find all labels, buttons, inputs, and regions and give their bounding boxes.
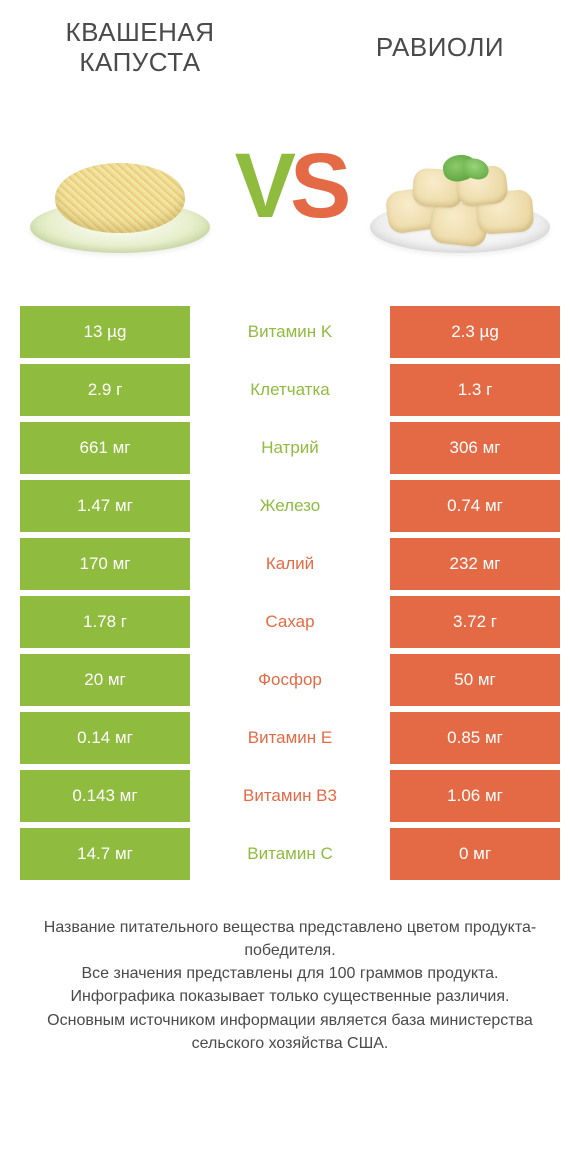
value-left: 661 мг [20,422,190,474]
value-right: 0.74 мг [390,480,560,532]
nutrient-name: Железо [190,480,390,532]
table-row: 20 мгФосфор50 мг [20,654,560,706]
title-row: КВАШЕНАЯ КАПУСТА РАВИОЛИ [20,18,560,78]
comparison-table: 13 µgВитамин K2.3 µg 2.9 гКлетчатка1.3 г 6… [20,306,560,880]
title-right: РАВИОЛИ [320,33,560,63]
sauerkraut-icon [55,163,185,233]
value-right: 306 мг [390,422,560,474]
ravioli-icon [385,161,535,241]
footnote-line: Основным источником информации является … [26,1009,554,1055]
table-row: 14.7 мгВитамин C0 мг [20,828,560,880]
vs-v: V [235,135,290,237]
nutrient-name: Витамин B3 [190,770,390,822]
value-left: 13 µg [20,306,190,358]
value-right: 50 мг [390,654,560,706]
nutrient-name: Клетчатка [190,364,390,416]
table-row: 0.143 мгВитамин B31.06 мг [20,770,560,822]
value-right: 232 мг [390,538,560,590]
value-left: 0.143 мг [20,770,190,822]
footnote-line: Все значения представлены для 100 граммо… [26,962,554,985]
value-left: 2.9 г [20,364,190,416]
table-row: 661 мгНатрий306 мг [20,422,560,474]
table-row: 170 мгКалий232 мг [20,538,560,590]
value-left: 20 мг [20,654,190,706]
value-left: 1.47 мг [20,480,190,532]
value-left: 14.7 мг [20,828,190,880]
footnote-line: Название питательного вещества представл… [26,916,554,962]
nutrient-name: Натрий [190,422,390,474]
nutrient-name: Фосфор [190,654,390,706]
vs-s: S [290,135,345,237]
nutrient-name: Калий [190,538,390,590]
value-left: 0.14 мг [20,712,190,764]
value-right: 2.3 µg [390,306,560,358]
footnote-line: Инфографика показывает только существенн… [26,985,554,1008]
value-left: 1.78 г [20,596,190,648]
table-row: 0.14 мгВитамин E0.85 мг [20,712,560,764]
table-row: 13 µgВитамин K2.3 µg [20,306,560,358]
value-right: 3.72 г [390,596,560,648]
nutrient-name: Витамин E [190,712,390,764]
title-left: КВАШЕНАЯ КАПУСТА [20,18,260,78]
nutrient-name: Витамин K [190,306,390,358]
value-left: 170 мг [20,538,190,590]
table-row: 1.78 гСахар3.72 г [20,596,560,648]
footnotes: Название питательного вещества представл… [20,916,560,1055]
dish-right [360,111,560,261]
dish-left [20,111,220,261]
value-right: 0 мг [390,828,560,880]
table-row: 2.9 гКлетчатка1.3 г [20,364,560,416]
value-right: 1.06 мг [390,770,560,822]
table-row: 1.47 мгЖелезо0.74 мг [20,480,560,532]
value-right: 1.3 г [390,364,560,416]
vs-label: VS [235,140,346,232]
hero-row: VS [20,96,560,276]
nutrient-name: Витамин C [190,828,390,880]
nutrient-name: Сахар [190,596,390,648]
value-right: 0.85 мг [390,712,560,764]
infographic-root: КВАШЕНАЯ КАПУСТА РАВИОЛИ VS 13 µgВитамин… [0,0,580,1055]
